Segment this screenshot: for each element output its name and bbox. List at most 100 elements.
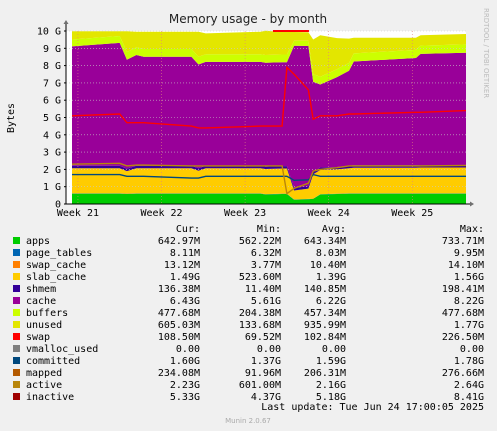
legend-avg-swap: 102.84M (304, 332, 346, 343)
legend-swatch-page_tables (13, 249, 20, 256)
legend-swatch-active (13, 381, 20, 388)
legend-min-cache: 5.61G (251, 296, 281, 307)
y-axis-label: Bytes (6, 103, 17, 133)
legend-name-inactive: inactive (26, 392, 74, 403)
rrdtool-credit: RRDTOOL / TOBI OETIKER (482, 8, 490, 98)
legend-name-mapped: mapped (26, 368, 62, 379)
x-axis-arrow (470, 201, 474, 207)
legend-swatch-swap_cache (13, 261, 20, 268)
area-cache (72, 42, 466, 189)
legend-cur-active: 2.23G (170, 380, 200, 391)
legend-avg-unused: 935.99M (304, 320, 346, 331)
legend-swatch-shmem (13, 285, 20, 292)
legend-swatch-cache (13, 297, 20, 304)
legend-max-shmem: 198.41M (442, 284, 484, 295)
x-tick-label: Week 21 (57, 208, 99, 219)
legend: Cur: Min: Avg: Max: apps 642.97M 562.22M 643.34… (13, 224, 484, 403)
legend-avg-inactive: 5.18G (316, 392, 346, 403)
y-tick-label: 3 G (43, 148, 61, 159)
legend-avg-active: 2.16G (316, 380, 346, 391)
legend-swatch-inactive (13, 393, 20, 400)
area-slab_cache (72, 167, 466, 200)
legend-max-swap: 226.50M (442, 332, 484, 343)
grid-lines (66, 30, 466, 204)
legend-name-unused: unused (26, 320, 62, 331)
legend-min-apps: 562.22M (239, 236, 281, 247)
legend-name-page_tables: page_tables (26, 248, 92, 259)
legend-min-active: 601.00M (239, 380, 281, 391)
legend-max-active: 2.64G (454, 380, 484, 391)
legend-cur-cache: 6.43G (170, 296, 200, 307)
y-tick-label: 8 G (43, 61, 61, 72)
legend-min-committed: 1.37G (251, 356, 281, 367)
legend-cur-inactive: 5.33G (170, 392, 200, 403)
legend-swatch-apps (13, 237, 20, 244)
area-unused (72, 30, 466, 77)
legend-header: Max: (460, 224, 484, 235)
y-tick-label: 5 G (43, 113, 61, 124)
legend-max-buffers: 477.68M (442, 308, 484, 319)
legend-swatch-vmalloc_used (13, 345, 20, 352)
x-tick-label: Week 24 (308, 208, 350, 219)
legend-name-shmem: shmem (26, 284, 56, 295)
legend-min-buffers: 204.38M (239, 308, 281, 319)
legend-avg-vmalloc_used: 0.00 (322, 344, 346, 355)
legend-max-vmalloc_used: 0.00 (460, 344, 484, 355)
legend-cur-swap: 108.50M (158, 332, 200, 343)
y-tick-label: 7 G (43, 78, 61, 89)
legend-cur-swap_cache: 13.12M (164, 260, 200, 271)
legend-max-page_tables: 9.95M (454, 248, 484, 259)
y-tick-label: 2 G (43, 165, 61, 176)
legend-avg-shmem: 140.85M (304, 284, 346, 295)
legend-avg-buffers: 457.34M (304, 308, 346, 319)
y-tick-label: 0 (55, 200, 61, 211)
line-series-group (71, 65, 467, 195)
legend-max-committed: 1.78G (454, 356, 484, 367)
legend-min-page_tables: 6.32M (251, 248, 281, 259)
y-axis-arrow (63, 20, 69, 24)
legend-min-shmem: 11.40M (245, 284, 281, 295)
y-tick-label: 6 G (43, 96, 61, 107)
y-tick-label: 10 G (37, 27, 61, 38)
legend-avg-swap_cache: 10.40M (310, 260, 346, 271)
legend-header: Avg: (322, 224, 346, 235)
legend-avg-slab_cache: 1.39G (316, 272, 346, 283)
legend-cur-vmalloc_used: 0.00 (176, 344, 200, 355)
legend-name-slab_cache: slab_cache (26, 272, 86, 283)
legend-cur-unused: 605.03M (158, 320, 200, 331)
legend-min-swap_cache: 3.77M (251, 260, 281, 271)
legend-max-apps: 733.71M (442, 236, 484, 247)
legend-max-unused: 1.77G (454, 320, 484, 331)
legend-name-cache: cache (26, 296, 56, 307)
legend-name-swap_cache: swap_cache (26, 260, 86, 271)
x-tick-label: Week 23 (224, 208, 266, 219)
legend-avg-committed: 1.59G (316, 356, 346, 367)
legend-cur-slab_cache: 1.49G (170, 272, 200, 283)
legend-max-mapped: 276.66M (442, 368, 484, 379)
y-tick-label: 4 G (43, 130, 61, 141)
legend-cur-buffers: 477.68M (158, 308, 200, 319)
legend-min-mapped: 91.96M (245, 368, 281, 379)
legend-min-inactive: 4.37G (251, 392, 281, 403)
legend-name-apps: apps (26, 236, 50, 247)
legend-max-cache: 8.22G (454, 296, 484, 307)
legend-swatch-mapped (13, 369, 20, 376)
legend-cur-apps: 642.97M (158, 236, 200, 247)
axes: 0 1 G 2 G 3 G 4 G 5 G 6 G 7 G 8 G 9 G 10 G Week 21 W… (37, 20, 474, 219)
legend-swatch-committed (13, 357, 20, 364)
legend-cur-shmem: 136.38M (158, 284, 200, 295)
x-tick-label: Week 22 (140, 208, 182, 219)
legend-cur-committed: 1.60G (170, 356, 200, 367)
area-series-group (72, 30, 466, 204)
x-tick-label: Week 25 (391, 208, 433, 219)
legend-name-committed: committed (26, 356, 80, 367)
area-apps (72, 193, 466, 204)
legend-name-active: active (26, 380, 62, 391)
line-active (71, 162, 467, 195)
y-tick-label: 1 G (43, 182, 61, 193)
last-update-text: Last update: Tue Jun 24 17:00:05 2025 (261, 402, 484, 413)
legend-min-swap: 69.52M (245, 332, 281, 343)
legend-max-swap_cache: 14.10M (448, 260, 484, 271)
legend-cur-mapped: 234.08M (158, 368, 200, 379)
legend-name-buffers: buffers (26, 308, 68, 319)
